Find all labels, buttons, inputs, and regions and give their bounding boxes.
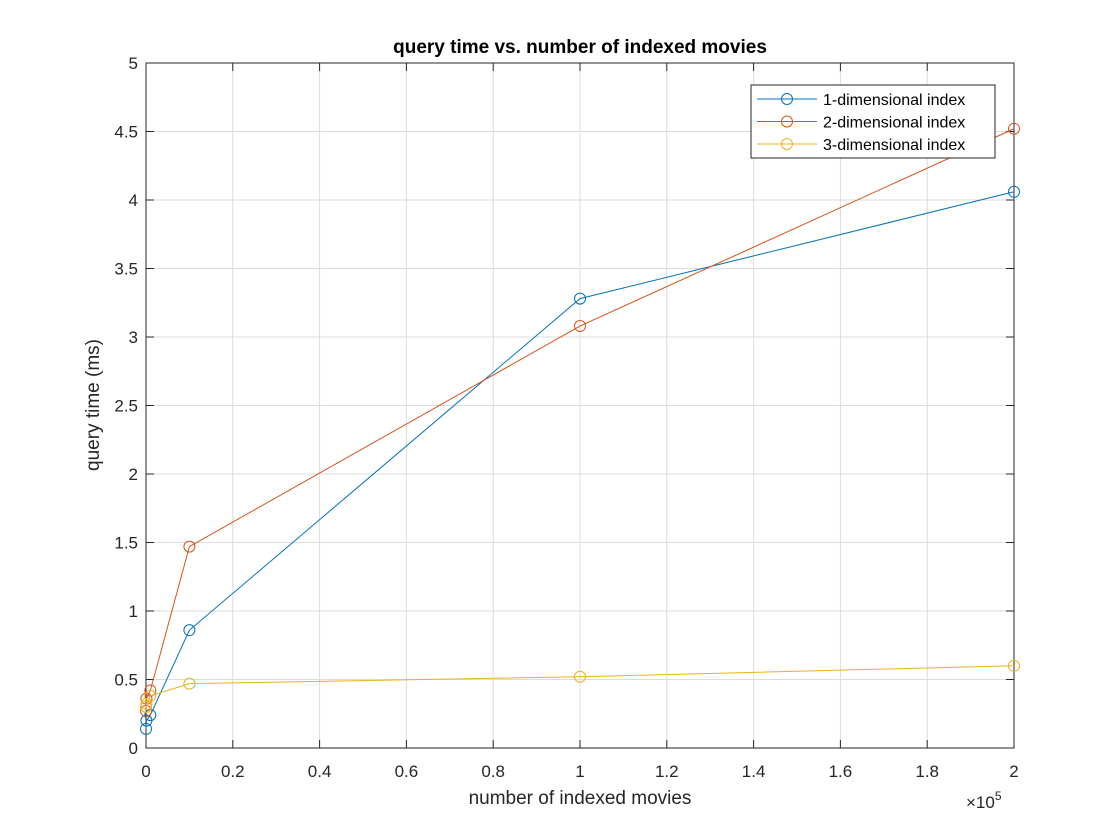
data-point-marker (183, 624, 196, 637)
data-point-marker (574, 320, 586, 333)
x-axis-exponent: ×105 (966, 789, 1002, 812)
x-tick-label: 1.2 (655, 762, 679, 781)
y-tick-label: 5 (129, 54, 138, 73)
legend-marker (781, 138, 793, 150)
data-point-marker (140, 722, 153, 735)
y-tick-label: 0 (129, 739, 138, 758)
x-tick-label: 0.2 (221, 762, 245, 781)
legend-label: 2-dimensional index (823, 115, 965, 132)
y-tick-label: 3 (129, 328, 138, 347)
x-exponent-base: ×10 (966, 793, 995, 812)
data-point-marker (1008, 185, 1020, 198)
y-tick-label: 4 (129, 191, 138, 210)
x-tick-label: 1 (575, 762, 584, 781)
x-tick-label: 0.8 (481, 762, 505, 781)
grid (145, 62, 1015, 749)
series-line (145, 128, 1015, 712)
y-tick-label: 2 (129, 465, 138, 484)
series-1 (140, 185, 1020, 735)
axis-ticks: 0 0.2 0.4 0.6 0.8 1 1.2 1.4 1.6 1.8 2 0 0.5 1 1.5 2 2.5 3… (114, 54, 1018, 781)
y-tick-label: 3.5 (114, 260, 138, 279)
series-3 (140, 659, 1020, 713)
legend-marker (781, 93, 793, 105)
y-tick-label: 2.5 (114, 397, 138, 416)
data-point-marker (1008, 122, 1020, 135)
y-tick-label: 1 (129, 602, 138, 621)
x-tick-label: 1.4 (742, 762, 766, 781)
x-tick-label: 1.8 (915, 762, 939, 781)
x-tick-label: 0.4 (308, 762, 332, 781)
data-point-marker (144, 689, 157, 702)
x-tick-label: 2 (1009, 762, 1018, 781)
legend-marker (781, 115, 793, 128)
chart-title: query time vs. number of indexed movies (393, 37, 767, 58)
legend: 1-dimensional index 2-dimensional index 3-… (750, 84, 996, 159)
x-axis-label: number of indexed movies (469, 788, 692, 809)
series-line (145, 665, 1015, 707)
data-point-marker (574, 670, 586, 683)
y-tick-label: 1.5 (114, 534, 138, 553)
series-line (145, 191, 1015, 729)
data-point-marker (140, 698, 153, 711)
x-exponent-power: 5 (995, 789, 1002, 803)
legend-label: 3-dimensional index (823, 137, 965, 154)
x-tick-label: 0.6 (395, 762, 419, 781)
data-point-marker (1008, 659, 1020, 672)
data-point-marker (183, 540, 196, 553)
series-layer (140, 122, 1020, 735)
y-tick-label: 4.5 (114, 123, 138, 142)
legend-label: 1-dimensional index (823, 92, 965, 109)
y-axis-label: query time (ms) (83, 339, 104, 471)
data-point-marker (183, 677, 196, 690)
data-point-marker (574, 292, 586, 305)
x-tick-label: 1.6 (829, 762, 853, 781)
y-tick-label: 0.5 (114, 671, 138, 690)
series-2 (140, 122, 1020, 718)
x-tick-label: 0 (141, 762, 150, 781)
